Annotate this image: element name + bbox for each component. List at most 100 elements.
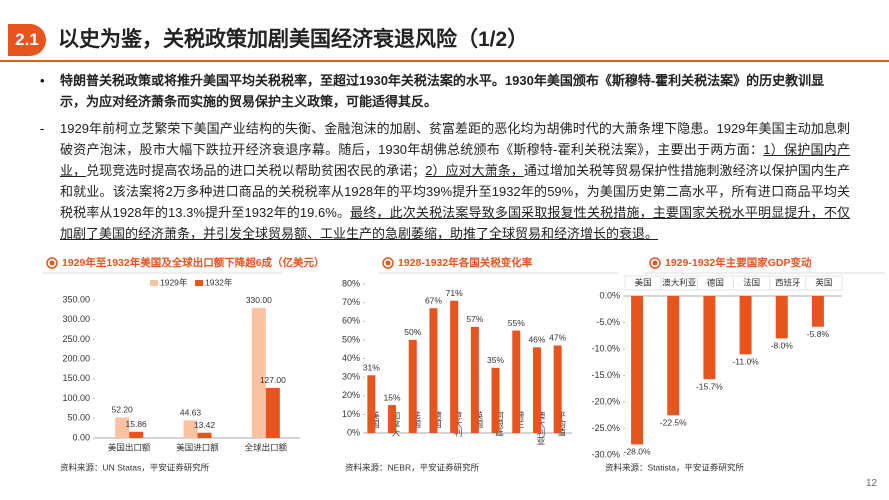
y-tick-label: 100.00 <box>62 393 90 403</box>
value-label: -15.7% <box>696 381 723 391</box>
bar <box>470 326 479 433</box>
paragraph-segment: 2）应对大萧条， <box>425 163 524 178</box>
bar <box>553 345 562 433</box>
value-label: 330.00 <box>246 295 272 305</box>
title-icon-dot <box>385 260 391 266</box>
value-label: 35% <box>487 355 504 365</box>
paragraph-segment: 通过增加关税等贸易保护性措施刺激经济以保护国内生产和就业。该法案将2万多种进口商… <box>60 163 850 220</box>
value-label: 46% <box>528 335 545 345</box>
y-tick-label: -20.0% <box>591 396 620 406</box>
value-label: -22.5% <box>660 418 687 428</box>
value-label: 127.00 <box>260 375 286 385</box>
header-rule <box>0 60 889 62</box>
page-number: 12 <box>866 478 878 489</box>
x-tick-label: 美国 <box>635 277 652 287</box>
y-tick-label: 50.00 <box>67 413 90 423</box>
y-tick-label: -25.0% <box>591 423 620 433</box>
y-tick-label: 250.00 <box>62 334 90 344</box>
bar <box>129 431 144 438</box>
bar <box>491 367 500 433</box>
y-tick-label: 60% <box>342 316 360 326</box>
bar <box>388 405 397 433</box>
legend-swatch <box>195 280 203 286</box>
title-icon-dot <box>49 260 55 266</box>
value-label: 52.20 <box>112 405 134 415</box>
value-label: 50% <box>404 327 421 337</box>
bar <box>197 432 212 438</box>
paragraph-segment: 1）保护国内产业， <box>60 142 851 178</box>
legend-label: 1929年 <box>160 277 188 287</box>
bar <box>667 296 680 416</box>
y-tick-label: 70% <box>342 297 360 307</box>
y-tick-label: -10.0% <box>591 343 620 353</box>
x-tick-label: 美国出口额 <box>108 442 151 452</box>
bar <box>183 420 198 438</box>
chart-source: 资料来源：Statista，平安证券研究所 <box>605 462 744 472</box>
x-tick-label: 澳大利亚 <box>662 277 697 287</box>
bar <box>811 296 824 327</box>
x-tick-label: 美国进口额 <box>176 442 219 452</box>
y-tick-label: 300.00 <box>62 314 90 324</box>
y-tick-label: 0.0% <box>599 290 620 300</box>
legend-swatch <box>150 280 158 286</box>
y-tick-label: -5.0% <box>596 317 620 327</box>
category-cell <box>805 275 843 291</box>
value-label: -11.0% <box>732 357 759 367</box>
chart-source: 资料来源：NEBR，平安证券研究所 <box>345 462 480 472</box>
bullet-marker: • <box>40 73 45 88</box>
bar <box>703 296 716 380</box>
bar <box>367 375 376 433</box>
legend-label: 1932年 <box>205 277 233 287</box>
value-label: 15.86 <box>126 419 148 429</box>
paragraph-segment: 1929年前柯立芝繁荣下美国产业结构的失衡、金融泡沫的加剧、贫富差距的恶化均为胡… <box>60 121 850 157</box>
y-tick-label: 50% <box>342 334 360 344</box>
bar <box>450 300 459 433</box>
bar <box>408 339 417 433</box>
y-tick-label: -30.0% <box>591 449 620 459</box>
x-tick-label: 西班牙 <box>775 277 801 287</box>
chart-title: 1929-1932年主要国家GDP变动 <box>665 256 812 269</box>
section-badge: 2.1 <box>8 24 46 56</box>
bar <box>512 330 521 433</box>
value-label: 13.42 <box>194 420 216 430</box>
value-label: 55% <box>508 318 525 328</box>
y-tick-label: 200.00 <box>62 354 90 364</box>
y-tick-label: 20% <box>342 390 360 400</box>
y-tick-label: -15.0% <box>591 370 620 380</box>
bullet-text: 特朗普关税政策或将推升美国平均关税税率，至超过1930年关税法案的水平。1930… <box>60 73 825 109</box>
bar <box>532 347 541 433</box>
value-label: -5.8% <box>807 329 830 339</box>
value-label: 57% <box>466 314 483 324</box>
bar <box>775 296 788 339</box>
value-label: 67% <box>425 295 442 305</box>
chart-title: 1928-1932年各国关税变化率 <box>398 256 533 269</box>
y-tick-label: 150.00 <box>62 373 90 383</box>
slide-title: 以史为鉴，关税政策加剧美国经济衰退风险（1/2） <box>58 28 529 51</box>
value-label: 47% <box>549 333 566 343</box>
bar <box>631 296 644 445</box>
value-label: 15% <box>384 392 401 402</box>
value-label: -8.0% <box>771 341 794 351</box>
bar <box>739 296 752 355</box>
chart-title: 1929年至1932年美国及全球出口额下降超6成（亿美元） <box>62 256 325 269</box>
x-tick-label: 全球出口额 <box>245 442 288 452</box>
bar <box>251 307 266 438</box>
x-tick-label: 德国 <box>707 277 724 287</box>
x-tick-label: 法国 <box>743 277 760 287</box>
y-tick-label: 0% <box>347 427 360 437</box>
y-tick-label: 350.00 <box>62 294 90 304</box>
y-tick-label: 40% <box>342 353 360 363</box>
y-tick-label: 30% <box>342 372 360 382</box>
paragraph-segment: 兑现竞选时提高农场品的进口关税以帮助贫困农民的承诺； <box>86 163 426 178</box>
value-label: 71% <box>446 288 463 298</box>
y-tick-label: 10% <box>342 409 360 419</box>
bar <box>429 308 438 433</box>
paragraph-segment: 最终，此次关税法案导致多国采取报复性关税措施，主要国家关税水平明显提升，不仅加剧… <box>60 205 850 241</box>
chart-source: 资料来源：UN Statas，平安证券研究所 <box>60 462 210 472</box>
value-label: 44.63 <box>180 408 202 418</box>
y-tick-label: 0.00 <box>72 432 90 442</box>
paragraph-marker: - <box>40 121 45 136</box>
value-label: -28.0% <box>624 447 651 457</box>
